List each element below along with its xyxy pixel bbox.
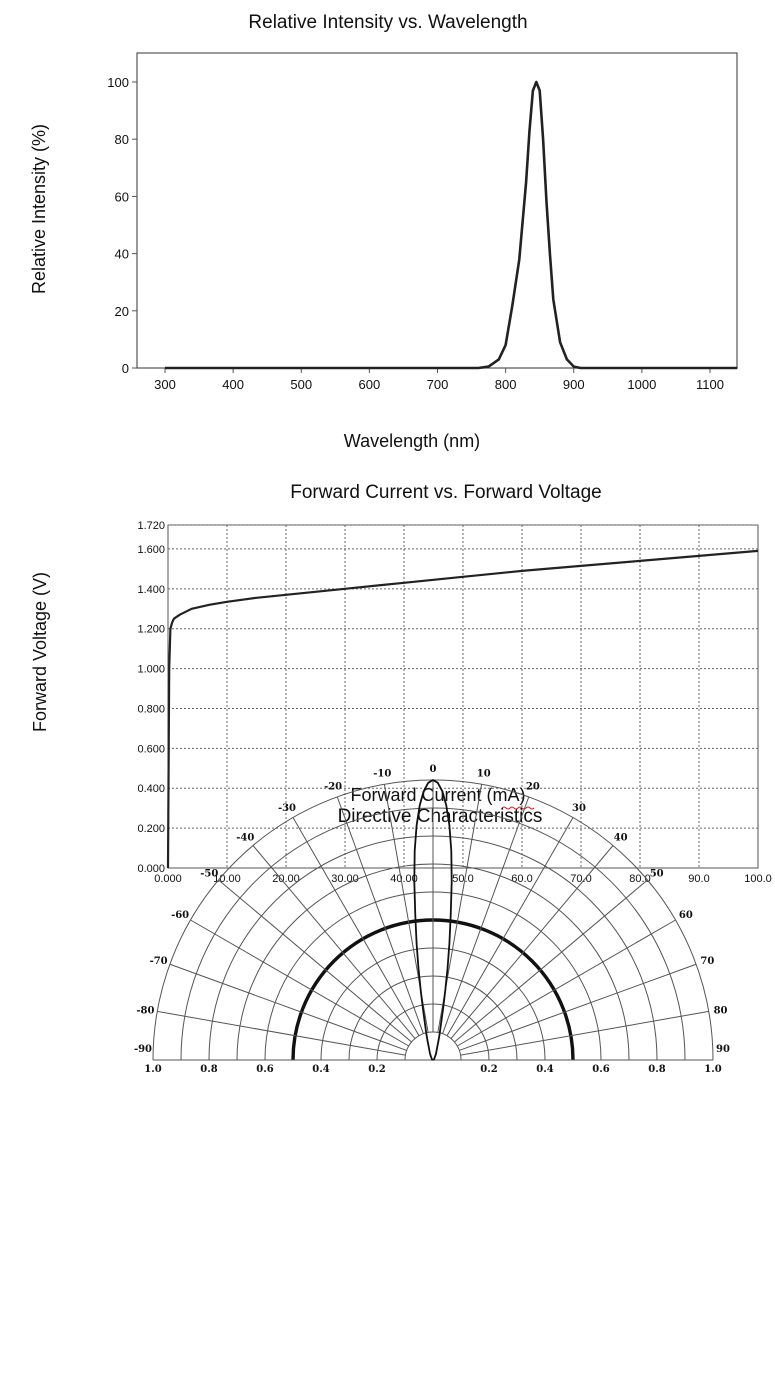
chart3-spoke — [454, 879, 648, 1043]
chart3-angle-label: 50 — [650, 868, 664, 879]
chart3-plot-area: -90 -80 -70 -60 -50 -40 -30 -20 -10 0 10 20 30 40 50 60… — [134, 764, 730, 1075]
chart1-xlabel: Wavelength (nm) — [344, 431, 480, 451]
chart3-spoke — [336, 796, 424, 1034]
chart3-spoke — [442, 796, 530, 1034]
chart3-spoke — [157, 1010, 406, 1056]
directive-chart: Directive Characteristics -90-80-70-60-5… — [134, 764, 730, 1075]
chart1-xtick-label: 800 — [495, 377, 517, 392]
spellcheck-squiggle — [501, 806, 535, 810]
chart3-spoke — [190, 919, 410, 1047]
chart2-ytick-label: 0.200 — [137, 823, 165, 835]
chart3-angle-label: 80 — [714, 1005, 728, 1016]
chart2-xtick-label: 40.00 — [390, 873, 418, 885]
chart2-ytick-label: 1.720 — [137, 520, 165, 532]
chart2-xtick-label: 90.0 — [688, 873, 709, 885]
chart3-angle-label: -30 — [278, 803, 296, 814]
chart1-ylabel: Relative Intensity (%) — [29, 124, 49, 294]
chart1-ytick-label: 100 — [107, 75, 129, 90]
chart2-plot-area: 0.000 10.00 20.00 30.00 40.00 50.0 60.0 70.0 80.… — [137, 520, 771, 885]
chart3-angle-label: 20 — [526, 782, 540, 793]
chart1-ytick-label: 20 — [115, 304, 129, 319]
chart1-ytick-label: 60 — [115, 189, 129, 204]
chart1-xtick-label: 700 — [427, 377, 449, 392]
chart1-ytick-label: 40 — [115, 247, 129, 262]
chart1-ytick-label: 0 — [122, 361, 129, 376]
chart3-angle-label: -40 — [236, 832, 254, 843]
chart2-ytick-label: 0.600 — [137, 743, 165, 755]
chart3-spoke — [459, 963, 697, 1051]
chart3-spoke — [450, 845, 614, 1039]
chart2-xtick-label: 100.0 — [744, 873, 772, 885]
forward-voltage-chart: Forward Current vs. Forward Voltage 0.00… — [30, 482, 772, 885]
intensity-chart: Relative Intensity vs. Wavelength 300 400… — [29, 12, 738, 451]
chart2-xtick-label: 50.0 — [452, 873, 473, 885]
chart3-pattern-lobe — [413, 779, 453, 1061]
chart3-angle-label: 0 — [430, 764, 437, 775]
chart3-angle-label: 10 — [477, 768, 491, 779]
chart3-angle-label: 40 — [614, 832, 628, 843]
chart1-title: Relative Intensity vs. Wavelength — [248, 12, 527, 33]
chart3-radial-label: 0.2 — [368, 1064, 385, 1075]
chart3-radial-label: 0.4 — [536, 1064, 553, 1075]
chart2-title: Forward Current vs. Forward Voltage — [290, 482, 602, 503]
chart1-xtick-label: 300 — [154, 377, 176, 392]
chart2-ytick-label: 0.000 — [137, 863, 165, 875]
chart3-spoke — [169, 963, 407, 1051]
chart1-ytick-label: 80 — [115, 132, 129, 147]
chart3-angle-label: 90 — [716, 1044, 730, 1055]
chart3-radial-label: 0.8 — [648, 1064, 665, 1075]
chart3-angle-label: -10 — [373, 768, 391, 779]
chart3-angle-label: -50 — [200, 868, 218, 879]
chart2-ylabel: Forward Voltage (V) — [30, 572, 50, 732]
chart2-series-line — [166, 549, 759, 869]
chart3-radial-label: 0.8 — [200, 1064, 217, 1075]
chart2-xtick-label: 70.0 — [570, 873, 591, 885]
chart1-xtick-label: 1100 — [696, 377, 724, 392]
chart3-angle-label: 70 — [700, 956, 714, 967]
chart1-xtick-label: 1000 — [627, 377, 656, 392]
chart2-ytick-label: 1.200 — [137, 624, 165, 636]
chart3-angle-label: 60 — [679, 910, 693, 921]
chart3-angle-label: -90 — [134, 1044, 152, 1055]
chart2-ytick-label: 0.400 — [137, 783, 165, 795]
chart3-angle-label: -70 — [150, 956, 168, 967]
chart2-xtick-label: 0.000 — [154, 873, 182, 885]
chart1-xtick-label: 500 — [290, 377, 312, 392]
chart3-angle-label: -80 — [136, 1005, 154, 1016]
chart3-angle-label: -20 — [324, 782, 342, 793]
chart2-xlabel: Forward Current (mA) — [350, 785, 525, 805]
chart2-ytick-label: 1.600 — [137, 544, 165, 556]
chart3-spoke — [292, 817, 420, 1037]
chart3-radial-label: 1.0 — [704, 1064, 721, 1075]
chart1-plot-area: 300 400 500 600 700 800 900 1000 1100 0 20 40 60 80 10… — [107, 52, 738, 392]
chart3-spoke — [218, 879, 412, 1043]
chart2-ytick-label: 1.000 — [137, 664, 165, 676]
chart3-radial-label: 1.0 — [144, 1064, 161, 1075]
chart3-spoke — [446, 817, 574, 1037]
chart3-angle-label: 30 — [572, 803, 586, 814]
chart1-series-line — [165, 80, 738, 370]
chart3-radial-label: 0.2 — [480, 1064, 497, 1075]
chart3-radial-label: 0.6 — [592, 1064, 609, 1075]
chart3-radial-label: 0.4 — [312, 1064, 329, 1075]
chart1-xtick-label: 900 — [563, 377, 585, 392]
chart1-xtick-label: 600 — [359, 377, 381, 392]
chart2-ytick-label: 1.400 — [137, 584, 165, 596]
chart3-radial-label: 0.6 — [256, 1064, 273, 1075]
chart3-spoke — [460, 1010, 709, 1056]
chart3-spoke — [252, 845, 416, 1039]
chart3-angle-label: -60 — [171, 910, 189, 921]
chart1-xtick-label: 400 — [222, 377, 244, 392]
chart2-xtick-label: 60.0 — [511, 873, 532, 885]
chart3-spoke — [456, 919, 676, 1047]
chart2-ytick-label: 0.800 — [137, 703, 165, 715]
chart1-frame — [136, 52, 738, 369]
